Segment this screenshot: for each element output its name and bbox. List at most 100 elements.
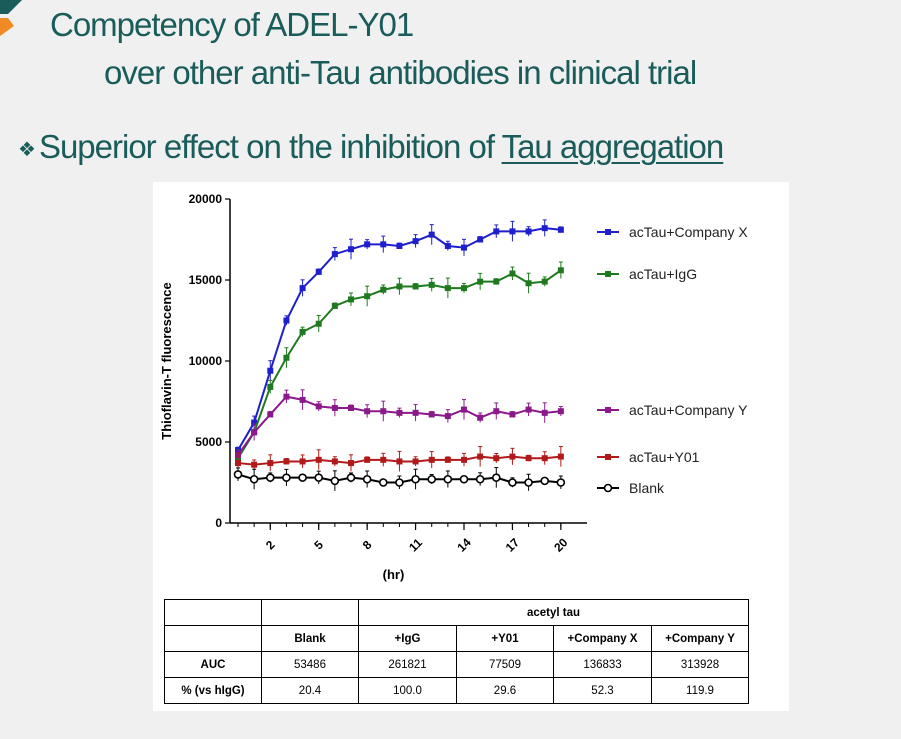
- table-row: % (vs hIgG) 20.4 100.0 29.6 52.3 119.9: [164, 677, 749, 704]
- x-axis-label: (hr): [383, 567, 405, 582]
- table-header-cell: Blank: [261, 625, 359, 652]
- data-point: [330, 476, 340, 486]
- data-point: [331, 302, 338, 309]
- table-cell: 53486: [261, 651, 359, 678]
- data-point: [235, 460, 241, 467]
- legend-label: acTau+Company X: [629, 224, 748, 240]
- data-point: [396, 458, 403, 465]
- data-point: [251, 429, 258, 436]
- data-point: [346, 473, 356, 482]
- data-point: [348, 404, 354, 411]
- data-point: [475, 474, 485, 484]
- data-point: [493, 228, 500, 235]
- data-point: [461, 406, 467, 413]
- data-point: [315, 456, 322, 463]
- data-point: [315, 268, 322, 275]
- series-actau-company-x: [235, 219, 564, 454]
- series-actau-y01: [235, 446, 564, 474]
- data-point: [557, 226, 564, 233]
- data-point: [395, 478, 404, 487]
- data-point: [428, 281, 435, 288]
- data-point: [493, 278, 500, 285]
- legend-marker: [605, 229, 611, 235]
- data-point: [364, 241, 371, 248]
- data-point: [477, 278, 484, 285]
- legend-label: acTau+Company Y: [629, 402, 748, 418]
- series-line: [237, 395, 561, 456]
- data-point: [477, 236, 484, 243]
- table-cell: 77509: [456, 651, 554, 678]
- data-point: [380, 241, 387, 248]
- legend-marker: [605, 271, 611, 277]
- data-point: [541, 225, 548, 232]
- slide-title-line1: Competency of ADEL-Y01: [50, 6, 414, 43]
- x-tick-label: 5: [311, 537, 326, 552]
- data-point: [525, 280, 532, 287]
- table-cell: 261821: [358, 651, 457, 678]
- data-point: [348, 460, 354, 467]
- data-point: [380, 286, 387, 293]
- y-tick-label: 15000: [189, 273, 223, 287]
- table-header-cell: +Company Y: [651, 625, 749, 652]
- table-cell: 313928: [651, 651, 749, 678]
- data-point: [541, 409, 548, 416]
- data-point: [348, 296, 354, 303]
- data-point: [557, 453, 564, 460]
- y-tick-label: 0: [215, 516, 222, 530]
- table-cell: 136833: [553, 651, 652, 678]
- data-point: [283, 458, 290, 465]
- table-header-cell: +Company X: [553, 625, 652, 652]
- data-point: [557, 267, 564, 274]
- auc-table: acetyl tau Blank +IgG +Y01 +Company X +C…: [164, 599, 749, 704]
- data-point: [412, 458, 419, 465]
- data-point: [362, 474, 372, 484]
- y-tick-label: 5000: [195, 435, 222, 449]
- data-point: [525, 455, 532, 462]
- data-point: [557, 408, 564, 415]
- data-point: [331, 251, 338, 258]
- data-point: [267, 460, 274, 467]
- x-tick-label: 8: [360, 537, 375, 552]
- data-point: [509, 453, 516, 460]
- data-point: [283, 393, 290, 400]
- data-point: [396, 283, 403, 290]
- data-point: [299, 458, 306, 465]
- y-axis-label: Thioflavin-T fluorescence: [159, 282, 174, 439]
- x-tick-label: 20: [551, 535, 571, 555]
- x-tick-label: 17: [503, 535, 523, 555]
- data-point: [283, 317, 290, 324]
- table-row: acetyl tau: [164, 599, 749, 626]
- table-header-cell: +IgG: [358, 625, 457, 652]
- table-cell: 100.0: [358, 677, 457, 704]
- x-tick-label: 11: [406, 535, 425, 554]
- series-actau-igg: [235, 261, 564, 467]
- data-point: [315, 403, 322, 410]
- data-point: [283, 354, 290, 361]
- data-point: [525, 228, 532, 235]
- data-point: [428, 231, 435, 238]
- table-cell: 52.3: [553, 677, 652, 704]
- corner-teal-shape: [0, 0, 22, 14]
- data-point: [412, 409, 419, 416]
- data-point: [267, 383, 274, 390]
- table-cell: 119.9: [651, 677, 749, 704]
- data-point: [267, 367, 274, 374]
- data-point: [380, 408, 387, 415]
- data-point: [396, 242, 403, 249]
- data-point: [380, 456, 387, 463]
- data-point: [396, 409, 403, 416]
- bullet-icon: ❖: [18, 138, 36, 161]
- table-row-label: AUC: [164, 651, 262, 678]
- data-point: [299, 328, 306, 335]
- data-point: [444, 285, 451, 292]
- slide-title-line2: over other anti-Tau antibodies in clinic…: [104, 54, 697, 91]
- data-point: [251, 461, 258, 468]
- data-point: [461, 456, 467, 463]
- data-point: [461, 244, 467, 251]
- data-point: [331, 404, 338, 411]
- data-point: [265, 473, 275, 482]
- legend-marker: [605, 454, 611, 460]
- y-tick-label: 10000: [189, 354, 223, 368]
- legend-label: acTau+IgG: [629, 266, 697, 282]
- series-actau-company-y: [235, 389, 564, 460]
